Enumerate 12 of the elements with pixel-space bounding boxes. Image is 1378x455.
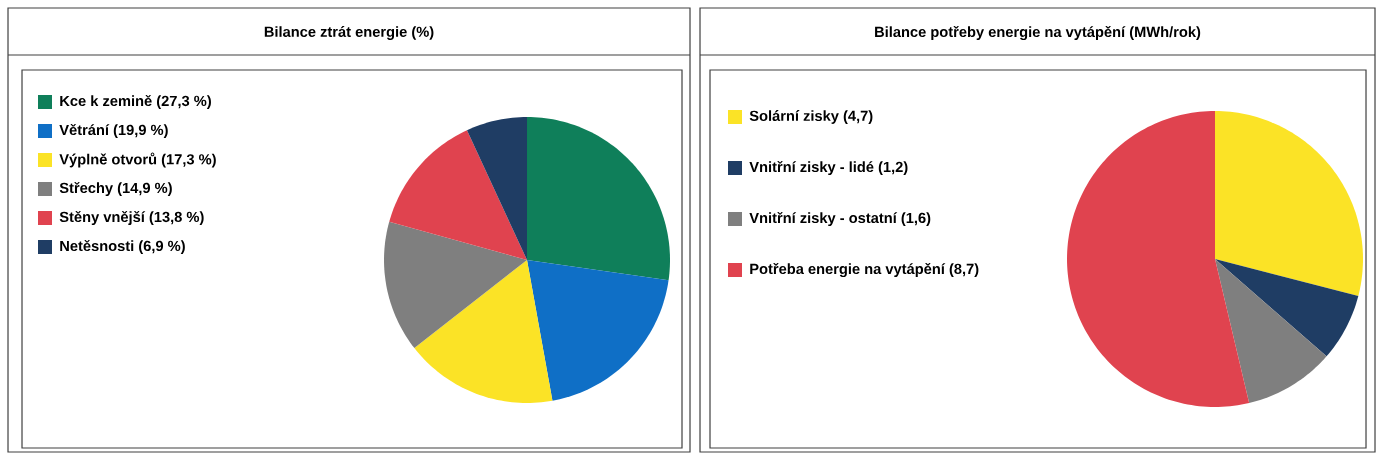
legend-label: Vnitřní zisky - lidé (1,2) [749, 161, 908, 175]
legend-label: Vnitřní zisky - ostatní (1,6) [749, 212, 931, 226]
legend-label: Větrání (19,9 %) [59, 124, 168, 138]
legend-label: Výplně otvorů (17,3 %) [59, 152, 216, 168]
chart-title: Bilance ztrát energie (%) [264, 26, 434, 40]
legend-label: Stěny vnější (13,8 %) [59, 211, 204, 225]
legend-label: Kce k zemině (27,3 %) [60, 95, 211, 109]
legend-label: Solární zisky (4,7) [749, 110, 873, 124]
legend-label: Potřeba energie na vytápění (8,7) [750, 262, 979, 278]
legend-label: Netěsnosti (6,9 %) [60, 240, 185, 254]
legend-label: Střechy (14,9 %) [59, 182, 172, 196]
chart-title: Bilance potřeby energie na vytápění (MWh/rok) [875, 25, 1201, 41]
